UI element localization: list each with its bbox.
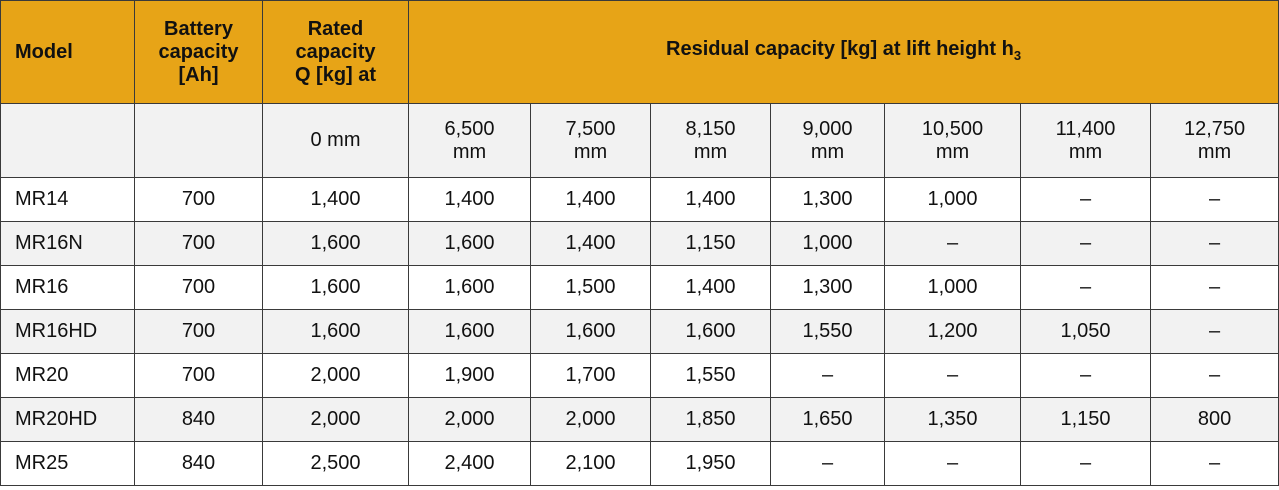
model-cell: MR25 [0, 441, 135, 486]
value-cell: 1,200 [884, 309, 1021, 354]
value-cell: – [1149, 221, 1279, 266]
empty-cell [134, 103, 263, 178]
value-cell: 1,600 [408, 309, 531, 354]
value-cell: 700 [134, 353, 263, 398]
data-row: MR20 700 2,000 1,900 1,700 1,550– – – – [0, 353, 1279, 398]
header-text: Residual capacity [kg] at lift height h [666, 37, 1014, 60]
header-cell: Residual capacity [kg] at lift height h3 [407, 0, 1279, 104]
value-cell: 2,000 [262, 353, 409, 398]
value-cell: 1,600 [530, 309, 651, 354]
value-cell: 2,100 [530, 441, 651, 486]
height-cell: 8,150 mm [650, 103, 771, 178]
data-row: MR16N 700 1,600 1,600 1,400 1,150 1,000– – – [0, 221, 1279, 266]
value-cell: 700 [134, 221, 263, 266]
height-cell: 12,750 mm [1149, 103, 1279, 178]
value-cell: 1,600 [408, 265, 531, 310]
empty-cell [0, 103, 135, 178]
data-row: MR20HD 840 2,000 2,000 2,000 1,850 1,650 1,350 1… [0, 397, 1279, 442]
value-cell: 1,550 [770, 309, 885, 354]
value-cell: – [1149, 353, 1279, 398]
header-subscript: 3 [1013, 47, 1022, 63]
height-cell: 11,400 mm [1020, 103, 1151, 178]
header-row: Model Battery capacity [Ah] Rated capaci… [0, 0, 1279, 104]
value-cell: 1,600 [650, 309, 771, 354]
value-cell: – [1020, 177, 1151, 222]
value-cell: 1,400 [530, 221, 651, 266]
value-cell: – [1149, 441, 1279, 486]
value-cell: 840 [134, 397, 263, 442]
value-cell: 700 [134, 177, 263, 222]
value-cell: 1,700 [530, 353, 651, 398]
model-cell: MR20HD [0, 397, 135, 442]
height-cell: 7,500 mm [530, 103, 651, 178]
value-cell: – [884, 441, 1021, 486]
data-row: MR16HD 700 1,600 1,600 1,600 1,600 1,550 1,200 1… [0, 309, 1279, 354]
value-cell: 1,000 [884, 265, 1021, 310]
value-cell: 2,500 [262, 441, 409, 486]
value-cell: 840 [134, 441, 263, 486]
header-cell: Rated capacity Q [kg] at [262, 0, 409, 104]
value-cell: – [1149, 265, 1279, 310]
value-cell: 1,550 [650, 353, 771, 398]
value-cell: 1,050 [1020, 309, 1151, 354]
data-row: MR25 840 2,500 2,400 2,100 1,950– – – – [0, 441, 1279, 486]
value-cell: – [1020, 221, 1151, 266]
value-cell: 1,000 [770, 221, 885, 266]
value-cell: 2,400 [408, 441, 531, 486]
value-cell: 1,600 [262, 265, 409, 310]
value-cell: 700 [134, 265, 263, 310]
value-cell: 1,900 [408, 353, 531, 398]
value-cell: 2,000 [262, 397, 409, 442]
value-cell: 700 [134, 309, 263, 354]
height-cell: 0 mm [262, 103, 409, 178]
value-cell: 1,000 [884, 177, 1021, 222]
value-cell: 1,500 [530, 265, 651, 310]
value-cell: 2,000 [408, 397, 531, 442]
value-cell: 1,400 [262, 177, 409, 222]
height-cell: 9,000 mm [770, 103, 885, 178]
value-cell: 1,400 [650, 177, 771, 222]
value-cell: 1,600 [408, 221, 531, 266]
model-cell: MR16 [0, 265, 135, 310]
model-cell: MR14 [0, 177, 135, 222]
value-cell: 1,300 [770, 265, 885, 310]
data-row: MR14 700 1,400 1,400 1,400 1,400 1,300 1,000– – [0, 177, 1279, 222]
value-cell: 1,400 [530, 177, 651, 222]
value-cell: 1,950 [650, 441, 771, 486]
value-cell: 1,350 [884, 397, 1021, 442]
value-cell: – [884, 221, 1021, 266]
value-cell: – [1020, 265, 1151, 310]
model-cell: MR16HD [0, 309, 135, 354]
value-cell: – [1149, 177, 1279, 222]
header-cell: Battery capacity [Ah] [134, 0, 263, 104]
data-row: MR16 700 1,600 1,600 1,500 1,400 1,300 1,000– – [0, 265, 1279, 310]
value-cell: 1,650 [770, 397, 885, 442]
value-cell: – [1020, 353, 1151, 398]
value-cell: – [770, 353, 885, 398]
value-cell: – [1149, 309, 1279, 354]
height-cell: 6,500 mm [408, 103, 531, 178]
value-cell: 1,400 [650, 265, 771, 310]
value-cell: 1,150 [1020, 397, 1151, 442]
height-cell: 10,500 mm [884, 103, 1021, 178]
value-cell: 1,400 [408, 177, 531, 222]
value-cell: 1,850 [650, 397, 771, 442]
value-cell: – [770, 441, 885, 486]
model-cell: MR16N [0, 221, 135, 266]
value-cell: – [884, 353, 1021, 398]
value-cell: 1,600 [262, 221, 409, 266]
value-cell: 2,000 [530, 397, 651, 442]
model-cell: MR20 [0, 353, 135, 398]
value-cell: 1,600 [262, 309, 409, 354]
value-cell: 1,300 [770, 177, 885, 222]
height-row: 0 mm 6,500 mm 7,500 mm 8,150 mm 9,000 mm 10,5… [0, 103, 1279, 178]
header-cell: Model [0, 0, 135, 104]
value-cell: 1,150 [650, 221, 771, 266]
value-cell: – [1020, 441, 1151, 486]
value-cell: 800 [1149, 397, 1279, 442]
